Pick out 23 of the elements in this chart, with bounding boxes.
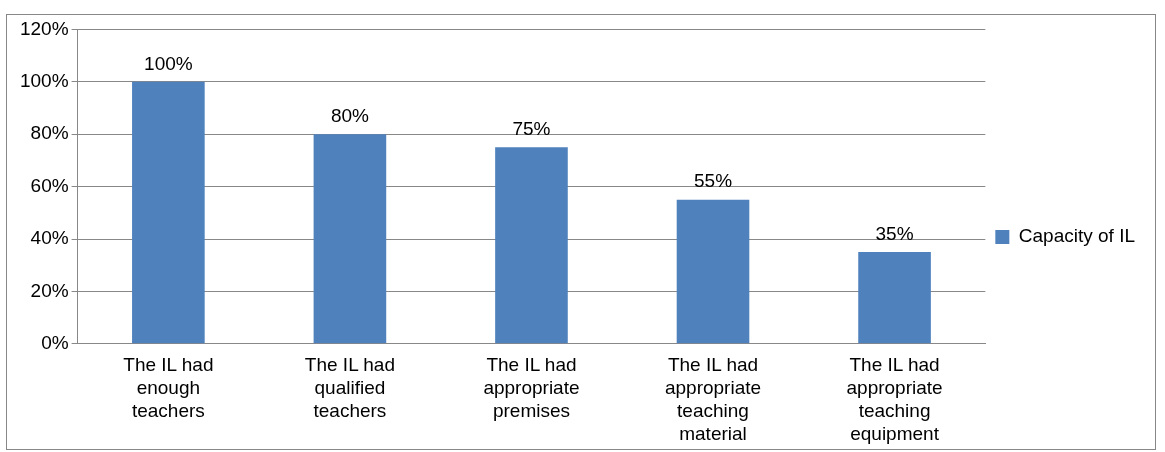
y-tick-label: 40% [30,227,69,249]
y-tick-label: 120% [19,17,69,39]
legend-label: Capacity of IL [1018,225,1135,247]
y-tick-label: 100% [19,70,69,92]
bar [676,199,750,344]
x-tick-label: The IL had appropriate teaching material [664,354,762,444]
y-tick-label: 60% [30,174,69,196]
data-label: 35% [875,222,914,244]
bar [132,81,205,344]
data-label: 55% [693,170,733,192]
y-tick-label: 0% [41,332,69,354]
bar [858,252,931,344]
x-tick-label: The IL had enough teachers [123,354,214,422]
x-tick-label: The IL had appropriate premises [483,354,580,422]
bar [313,134,387,344]
x-tick-label: The IL had appropriate teaching equipment [846,354,943,444]
bar [495,147,568,344]
data-label: 80% [330,104,370,126]
data-label: 75% [512,118,551,140]
x-tick-label: The IL had qualified teachers [304,354,395,422]
y-tick-label: 20% [30,279,69,301]
data-label: 100% [144,52,193,74]
y-tick-label: 80% [30,122,69,144]
